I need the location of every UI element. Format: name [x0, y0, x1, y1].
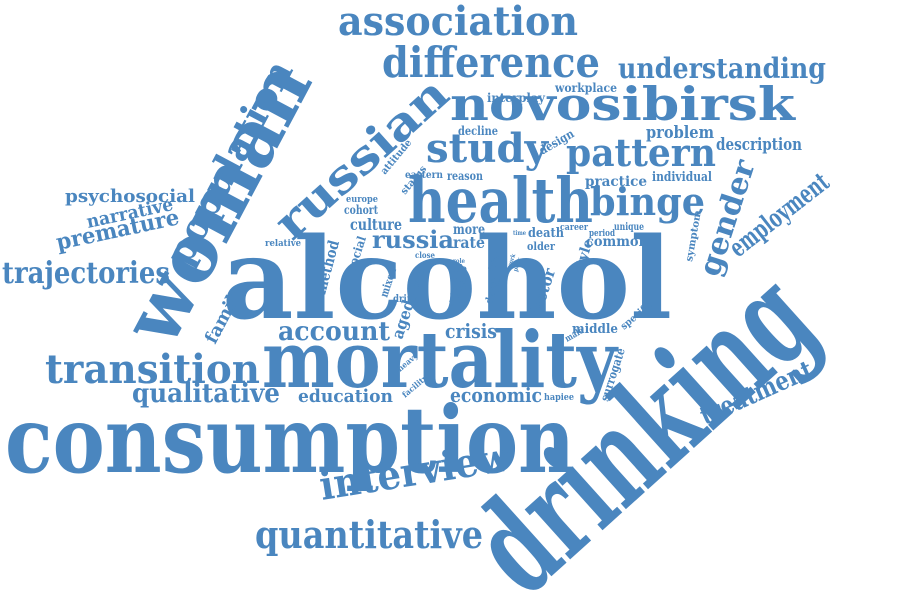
word-novosibirsk: novosibirsk: [450, 77, 796, 131]
word-middle: middle: [572, 322, 618, 337]
word-life: life: [451, 264, 467, 275]
word-education: education: [298, 386, 393, 407]
word-main: main: [450, 290, 467, 300]
word-crisis: crisis: [445, 319, 497, 343]
word-death: death: [528, 226, 564, 241]
word-interplay: interplay: [487, 91, 546, 105]
word-difference: difference: [382, 38, 600, 87]
word-trajectories: trajectories: [2, 256, 170, 291]
word-unique: unique: [614, 222, 644, 233]
word-drink: drink: [393, 294, 420, 305]
word-alcohol: alcohol: [222, 214, 672, 345]
word-transition: transition: [45, 346, 260, 393]
word-period: period: [589, 229, 616, 239]
word-psychosocial: psychosocial: [65, 186, 195, 207]
word-association: association: [338, 0, 578, 45]
word-reason: reason: [447, 169, 483, 183]
word-europe: europe: [346, 195, 378, 205]
word-qualitative: qualitative: [132, 379, 280, 409]
word-cohort: cohort: [344, 203, 378, 217]
word-description: description: [716, 135, 802, 155]
word-study: study: [426, 125, 550, 172]
word-russia: russia: [372, 225, 454, 254]
word-eastern: eastern: [405, 170, 444, 181]
word-problem: problem: [646, 123, 714, 143]
word-understanding: understanding: [618, 52, 826, 85]
word-individual: individual: [652, 170, 712, 185]
word-relative: relative: [265, 239, 301, 249]
word-consumption: consumption: [5, 386, 575, 494]
word-older: older: [527, 240, 555, 253]
word-close: close: [415, 250, 435, 260]
word-health: health: [408, 164, 593, 237]
word-account: account: [278, 317, 390, 347]
word-practice: practice: [585, 174, 647, 190]
word-city: city: [453, 274, 467, 284]
word-time: time: [513, 230, 526, 237]
word-more: more: [453, 222, 485, 238]
word-decline: decline: [458, 124, 498, 138]
word-hapiee: hapiee: [544, 393, 574, 403]
word-quantitative: quantitative: [255, 512, 483, 557]
word-third: third: [449, 298, 467, 308]
word-year: year: [450, 282, 467, 292]
word-culture: culture: [350, 215, 402, 234]
word-rate: rate: [453, 233, 485, 252]
word-common: common: [586, 234, 648, 250]
word-poor: poor: [512, 256, 523, 272]
word-workplace: workplace: [554, 81, 617, 95]
word-pattern: pattern: [566, 130, 716, 175]
word-economic: economic: [450, 383, 542, 407]
word-role: role: [453, 258, 465, 265]
word-career: career: [560, 223, 588, 233]
word-work: work: [506, 252, 517, 269]
word-binge: binge: [590, 179, 705, 224]
word-mortality: mortality: [262, 315, 619, 406]
